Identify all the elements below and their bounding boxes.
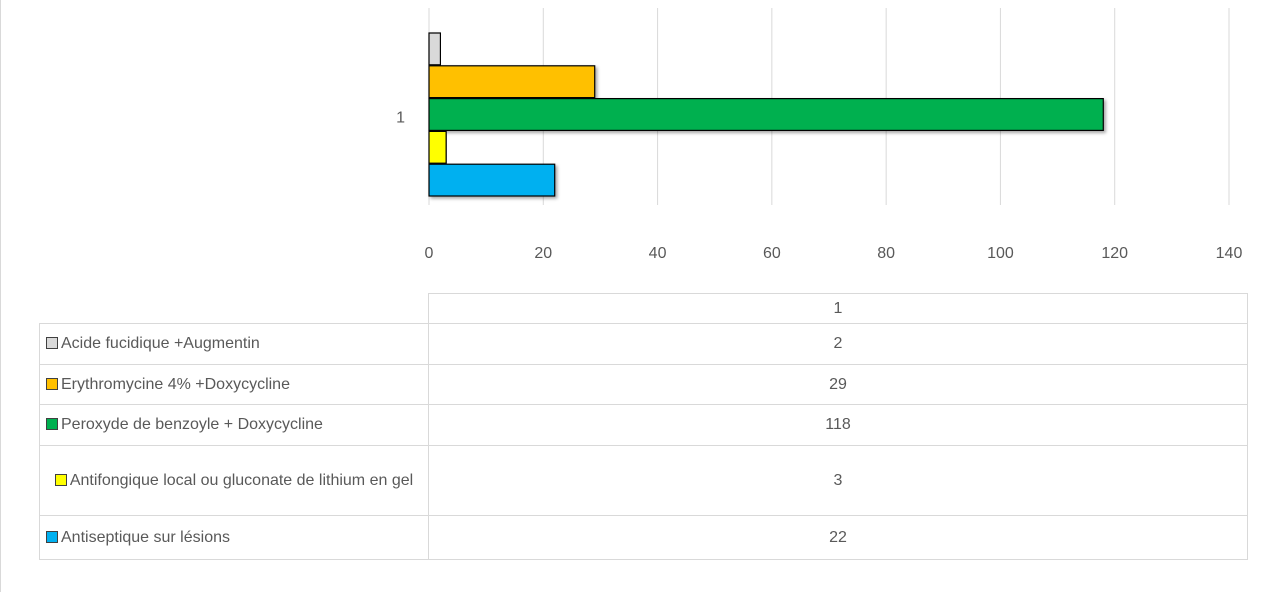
- x-tick-label: 80: [877, 245, 895, 262]
- table-row: Acide fucidique +Augmentin 2: [39, 323, 1248, 365]
- x-tick-label: 20: [534, 245, 552, 262]
- series-cell: Erythromycine 4% +Doxycycline: [39, 364, 429, 405]
- legend-key: [46, 337, 58, 349]
- series-cell: Peroxyde de benzoyle + Doxycycline: [39, 404, 429, 446]
- value-cell: 3: [428, 445, 1248, 516]
- x-tick-label: 60: [763, 245, 781, 262]
- legend-key: [46, 418, 58, 430]
- value-cell: 2: [428, 323, 1248, 365]
- x-tick-label: 140: [1216, 245, 1243, 262]
- bar: [428, 130, 447, 164]
- table-row: Peroxyde de benzoyle + Doxycycline 118: [39, 404, 1248, 446]
- bar: [428, 97, 1104, 131]
- legend-label: Antiseptique sur lésions: [61, 528, 230, 546]
- x-tick-label: 100: [987, 245, 1014, 262]
- value-cell: 22: [428, 515, 1248, 560]
- bar: [428, 163, 556, 197]
- series-cell: Antiseptique sur lésions: [39, 515, 429, 560]
- legend-label: Erythromycine 4% +Doxycycline: [61, 375, 290, 393]
- table-row: Antiseptique sur lésions 22: [39, 515, 1248, 560]
- table-header: 1: [39, 293, 1248, 324]
- x-tick-label: 40: [649, 245, 667, 262]
- header-cell: 1: [428, 293, 1248, 324]
- data-table: 1 Acide fucidique +Augmentin 2 Erythromycin…: [39, 293, 1248, 560]
- legend-key: [46, 530, 58, 543]
- x-tick-label: 0: [425, 245, 434, 262]
- legend-label: Antifongique local ou gluconate de lithi…: [69, 471, 414, 489]
- bar: [428, 65, 596, 99]
- x-tick-label: 120: [1101, 245, 1128, 262]
- series-cell: Antifongique local ou gluconate de lithi…: [39, 445, 429, 516]
- value-cell: 118: [428, 404, 1248, 446]
- table-row: Antifongique local ou gluconate de lithi…: [39, 445, 1248, 516]
- legend-label: Acide fucidique +Augmentin: [61, 335, 260, 352]
- y-tick-label: 1: [396, 110, 405, 127]
- value-cell: 29: [428, 364, 1248, 405]
- table-row: Erythromycine 4% +Doxycycline 29: [39, 364, 1248, 405]
- legend-label: Peroxyde de benzoyle + Doxycycline: [61, 416, 323, 433]
- series-cell: Acide fucidique +Augmentin: [39, 323, 429, 365]
- blank-cell: [39, 293, 429, 324]
- legend-key: [46, 377, 58, 390]
- legend-key: [54, 473, 67, 486]
- bar: [428, 32, 442, 66]
